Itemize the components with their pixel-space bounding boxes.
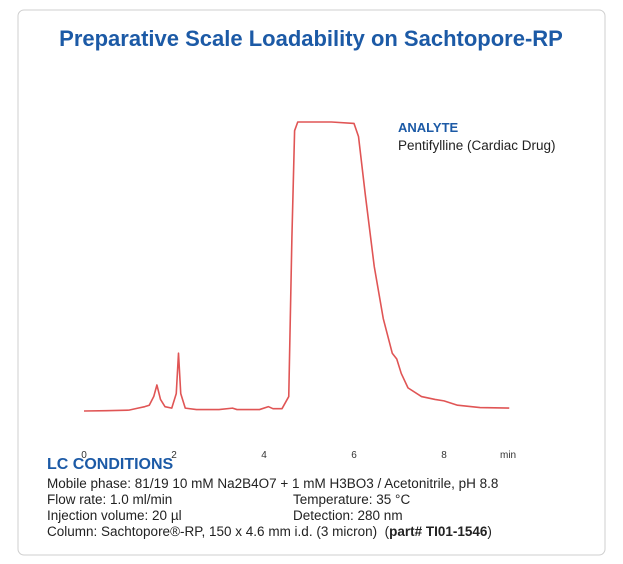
- paren: ): [487, 524, 492, 539]
- chart-title: Preparative Scale Loadability on Sachtop…: [59, 26, 563, 51]
- frame: [17, 9, 606, 556]
- row: Injection volume: 20 µl Detection: 280 nm: [47, 508, 403, 523]
- row: Flow rate: 1.0 ml/min Temperature: 35 °C: [47, 492, 410, 507]
- annotation-title: ANALYTE: [398, 120, 459, 135]
- mobile-phase: Mobile phase: 81/19 10 mM Na2B4O7 + 1 mM…: [47, 476, 499, 491]
- column: Column: Sachtopore®-RP, 150 x 4.6 mm i.d…: [47, 524, 378, 539]
- x-tick-label: 4: [261, 450, 267, 461]
- x-tick-label: 8: [441, 450, 447, 461]
- flow-rate: Flow rate: 1.0 ml/min: [47, 492, 173, 507]
- x-tick-label: 2: [171, 450, 177, 461]
- temperature: Temperature: 35 °C: [293, 492, 411, 507]
- conditions-heading: LC CONDITIONS: [47, 456, 174, 473]
- detection: Detection: 280 nm: [293, 508, 403, 523]
- x-axis-label: min: [500, 450, 516, 461]
- row: Column: Sachtopore®-RP, 150 x 4.6 mm i.d…: [47, 524, 492, 539]
- x-tick-label: 0: [81, 450, 87, 461]
- annotation-text: Pentifylline (Cardiac Drug): [398, 138, 556, 153]
- x-tick-label: 6: [351, 450, 357, 461]
- injection-volume: Injection volume: 20 µl: [47, 508, 182, 523]
- part-number: part# TI01-1546: [389, 524, 488, 539]
- signal-line: [83, 121, 510, 412]
- paren: (: [384, 524, 390, 539]
